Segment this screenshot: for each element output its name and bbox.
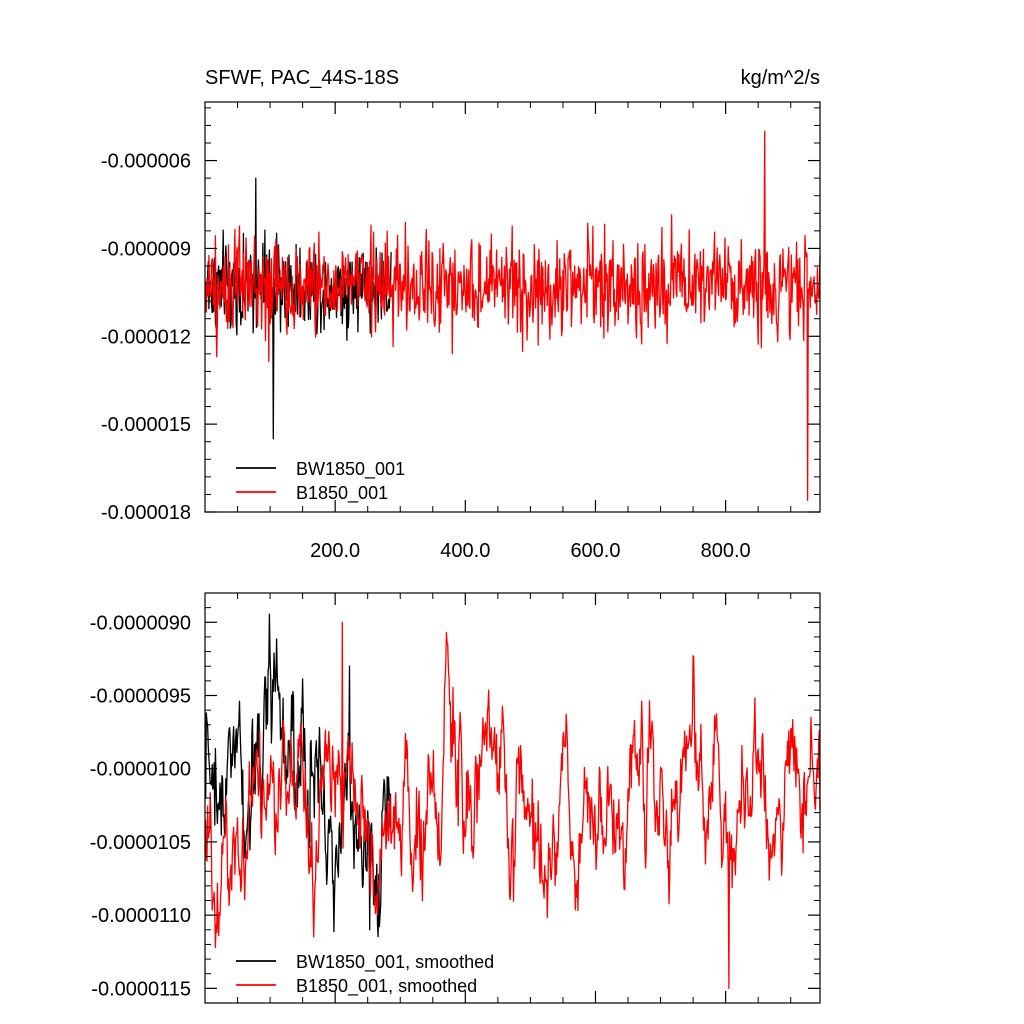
x-tick-label: 400.0 [440, 540, 490, 562]
y-tick-label: -0.000018 [101, 502, 191, 524]
axis-ticks: -0.0000090 -0.0000095 -0.0000100 -0.0000105… [90, 593, 820, 1003]
legend-label: BW1850_001, smoothed [296, 952, 494, 973]
legend-label: BW1850_001 [296, 459, 405, 480]
units-label: kg/m^2/s [741, 67, 820, 89]
chart-title: SFWF, PAC_44S-18S [205, 67, 399, 89]
x-tick-label: 600.0 [570, 540, 620, 562]
y-tick-label: -0.0000090 [90, 612, 191, 634]
y-tick-label: -0.000012 [101, 326, 191, 348]
legend-label: B1850_001 [296, 483, 388, 504]
chart-panel-raw: SFWF, PAC_44S-18S kg/m^2/s -0.000006-0.0… [101, 67, 821, 562]
axis-ticks: -0.000006 -0.000009 -0.000012 -0.000015 -0.0… [101, 102, 820, 562]
plot-frame [204, 101, 821, 513]
y-tick-label: -0.0000095 [90, 686, 191, 708]
legend-label: B1850_001, smoothed [296, 976, 477, 997]
x-tick-label: 200.0 [310, 540, 360, 562]
series-line [205, 621, 821, 990]
series-line [205, 130, 821, 501]
legend: BW1850_001, smoothed B1850_001, smoothed [236, 952, 494, 997]
series-lines [205, 613, 821, 990]
legend: BW1850_001 B1850_001 [236, 459, 405, 504]
chart-panel-smoothed: -0.0000090 -0.0000095 -0.0000100 -0.0000105… [90, 592, 821, 1004]
y-tick-label: -0.000006 [101, 151, 191, 173]
x-tick-label: 800.0 [701, 540, 751, 562]
y-tick-label: -0.000015 [101, 414, 191, 436]
series-line [205, 613, 392, 938]
y-tick-label: -0.0000115 [91, 978, 191, 1000]
series-lines [205, 130, 821, 501]
y-tick-label: -0.0000110 [91, 905, 191, 927]
y-tick-label: -0.0000100 [90, 759, 191, 781]
y-tick-label: -0.000009 [101, 238, 191, 260]
y-tick-label: -0.0000105 [90, 832, 191, 854]
